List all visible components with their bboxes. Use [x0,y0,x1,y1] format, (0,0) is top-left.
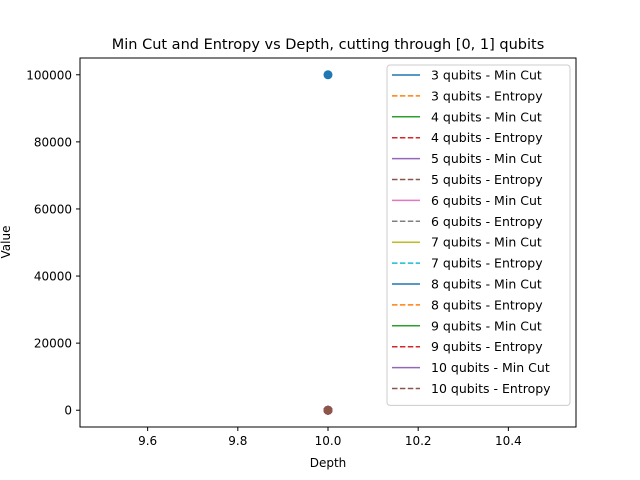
legend-entry-label: 8 qubits - Entropy [431,297,543,312]
legend-entry-label: 5 qubits - Entropy [431,172,543,187]
legend-entry-label: 4 qubits - Min Cut [431,109,542,124]
x-tick-label: 9.6 [138,434,157,448]
plot-frame-border [79,57,577,428]
data-point-series-0 [323,70,333,80]
chart-title: Min Cut and Entropy vs Depth, cutting th… [112,37,545,53]
legend-entry-label: 10 qubits - Entropy [431,381,551,396]
y-tick-label: 20000 [34,337,72,351]
legend-entry-label: 8 qubits - Min Cut [431,277,542,292]
legend-entry-label: 10 qubits - Min Cut [431,360,550,375]
y-tick-label: 40000 [34,270,72,284]
data-marks [323,70,333,415]
x-axis-label: Depth [310,456,347,470]
x-tick-label: 10.4 [495,434,522,448]
y-axis: 0 20000 40000 60000 80000 100000 [26,68,80,418]
legend-entry-label: 3 qubits - Entropy [431,88,543,103]
legend-entry-label: 4 qubits - Entropy [431,130,543,145]
x-tick-label: 9.8 [228,434,247,448]
data-point-series-15 [323,405,333,415]
x-tick-label: 10.2 [405,434,432,448]
y-tick-label: 100000 [26,68,72,82]
y-tick-label: 0 [64,404,72,418]
x-tick-label: 10.0 [315,434,342,448]
legend-entry-label: 7 qubits - Min Cut [431,235,542,250]
legend-entry-label: 9 qubits - Min Cut [431,318,542,333]
legend-entry-label: 9 qubits - Entropy [431,339,543,354]
x-axis: 9.6 9.8 10.0 10.2 10.4 [138,427,522,448]
legend: 3 qubits - Min Cut 3 qubits - Entropy 4 qu… [386,64,571,406]
legend-entry-label: 6 qubits - Min Cut [431,193,542,208]
legend-entry-label: 3 qubits - Min Cut [431,68,542,83]
y-tick-label: 80000 [34,135,72,149]
legend-entry-label: 7 qubits - Entropy [431,256,543,271]
legend-entry-label: 5 qubits - Min Cut [431,151,542,166]
legend-entry-label: 6 qubits - Entropy [431,214,543,229]
y-tick-label: 60000 [34,202,72,216]
y-axis-label: Value [0,226,13,259]
legend-box [386,64,571,406]
